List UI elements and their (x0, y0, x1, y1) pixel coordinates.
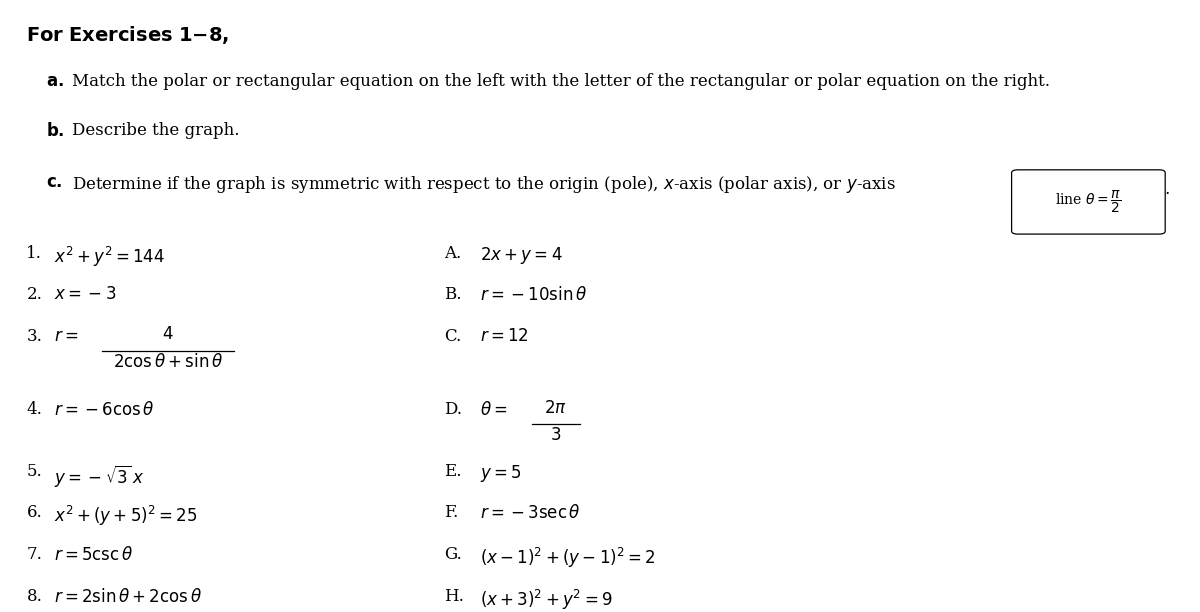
Text: $r = -6\cos\theta$: $r = -6\cos\theta$ (54, 401, 155, 419)
Text: line $\theta = \dfrac{\pi}{2}$: line $\theta = \dfrac{\pi}{2}$ (1055, 188, 1122, 215)
Text: $x^2 + y^2 = 144$: $x^2 + y^2 = 144$ (54, 245, 166, 269)
Text: 5.: 5. (26, 463, 42, 480)
Text: $\theta = $: $\theta = $ (480, 401, 508, 419)
Text: 3.: 3. (26, 328, 42, 345)
Text: A.: A. (444, 245, 461, 262)
Text: B.: B. (444, 286, 462, 304)
Text: $r = 12$: $r = 12$ (480, 328, 529, 345)
Text: 8.: 8. (26, 588, 42, 605)
Text: $(x + 3)^2 + y^2 = 9$: $(x + 3)^2 + y^2 = 9$ (480, 588, 613, 611)
Text: $2\pi$: $2\pi$ (544, 400, 568, 417)
Text: 4.: 4. (26, 401, 42, 419)
Text: 2.: 2. (26, 286, 42, 304)
Text: $4$: $4$ (162, 326, 174, 343)
Text: $r = $: $r = $ (54, 328, 78, 345)
Text: $2\cos\theta + \sin\theta$: $2\cos\theta + \sin\theta$ (113, 353, 223, 371)
Text: E.: E. (444, 463, 462, 480)
Text: Describe the graph.: Describe the graph. (72, 122, 240, 140)
Text: $\mathbf{For\ Exercises\ 1{-}8,}$: $\mathbf{For\ Exercises\ 1{-}8,}$ (26, 24, 229, 47)
Text: Match the polar or rectangular equation on the left with the letter of the recta: Match the polar or rectangular equation … (72, 73, 1050, 91)
Text: $y = 5$: $y = 5$ (480, 463, 522, 483)
Text: $r = 5\csc\theta$: $r = 5\csc\theta$ (54, 546, 133, 564)
Text: $\mathbf{c.}$: $\mathbf{c.}$ (46, 174, 62, 192)
FancyBboxPatch shape (1012, 170, 1165, 234)
Text: .: . (1164, 181, 1169, 198)
Text: $y = -\sqrt{3}\,x$: $y = -\sqrt{3}\,x$ (54, 463, 144, 488)
Text: $x = -3$: $x = -3$ (54, 286, 116, 304)
Text: $(x - 1)^2 + (y - 1)^2 = 2$: $(x - 1)^2 + (y - 1)^2 = 2$ (480, 546, 655, 570)
Text: $r = 2\sin\theta + 2\cos\theta$: $r = 2\sin\theta + 2\cos\theta$ (54, 588, 202, 605)
Text: $\mathbf{b.}$: $\mathbf{b.}$ (46, 122, 64, 140)
Text: $3$: $3$ (550, 427, 562, 444)
Text: $2x + y = 4$: $2x + y = 4$ (480, 245, 563, 266)
Text: 7.: 7. (26, 546, 42, 563)
Text: D.: D. (444, 401, 462, 419)
Text: $r = -10\sin\theta$: $r = -10\sin\theta$ (480, 286, 587, 304)
Text: H.: H. (444, 588, 464, 605)
Text: Determine if the graph is symmetric with respect to the origin (pole), $x$-axis : Determine if the graph is symmetric with… (72, 174, 896, 195)
Text: G.: G. (444, 546, 462, 563)
Text: $\mathbf{a.}$: $\mathbf{a.}$ (46, 73, 64, 91)
Text: 6.: 6. (26, 504, 42, 521)
Text: $r = -3\sec\theta$: $r = -3\sec\theta$ (480, 504, 581, 522)
Text: $x^2 + (y + 5)^2 = 25$: $x^2 + (y + 5)^2 = 25$ (54, 504, 197, 528)
Text: 1.: 1. (26, 245, 42, 262)
Text: C.: C. (444, 328, 461, 345)
Text: F.: F. (444, 504, 458, 521)
